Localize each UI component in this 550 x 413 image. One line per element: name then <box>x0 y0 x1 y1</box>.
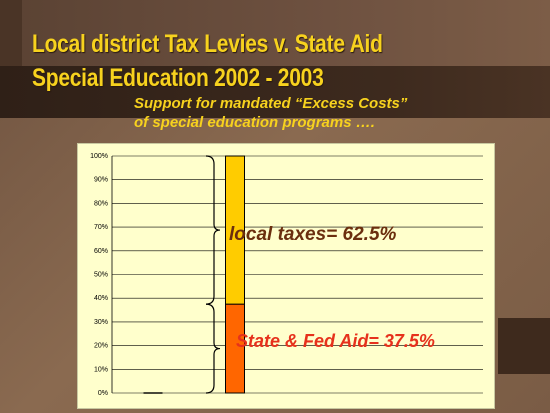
slide-subtitle: Support for mandated “Excess Costs” of sp… <box>134 94 407 132</box>
brace-local-taxes <box>205 155 221 305</box>
y-tick-label: 70% <box>94 224 108 231</box>
brace-state-fed-aid <box>205 303 221 394</box>
y-tick-label: 80% <box>94 200 108 207</box>
slide-title-line-2: Special Education 2002 - 2003 <box>32 64 324 92</box>
slide-title-line-1: Local district Tax Levies v. State Aid <box>32 30 383 58</box>
annotation-state-fed-aid: State & Fed Aid= 37.5% <box>236 331 435 351</box>
y-tick-label: 0% <box>98 390 108 397</box>
y-tick-label: 20% <box>94 343 108 350</box>
subtitle-line-2: of special education programs …. <box>134 114 375 131</box>
y-tick-label: 30% <box>94 319 108 326</box>
decorative-block-left <box>0 0 22 66</box>
y-tick-label: 60% <box>94 248 108 255</box>
decorative-block-right <box>498 318 550 374</box>
dark-band <box>0 66 550 118</box>
y-tick-label: 100% <box>90 153 108 160</box>
y-tick-label: 50% <box>94 272 108 279</box>
y-tick-label: 90% <box>94 177 108 184</box>
y-tick-label: 40% <box>94 295 108 302</box>
y-tick-label: 10% <box>94 366 108 373</box>
chart-area <box>77 143 495 409</box>
annotation-local-taxes: local taxes= 62.5% <box>229 224 397 245</box>
subtitle-line-1: Support for mandated “Excess Costs” <box>134 95 408 112</box>
bar-segment <box>225 155 245 305</box>
